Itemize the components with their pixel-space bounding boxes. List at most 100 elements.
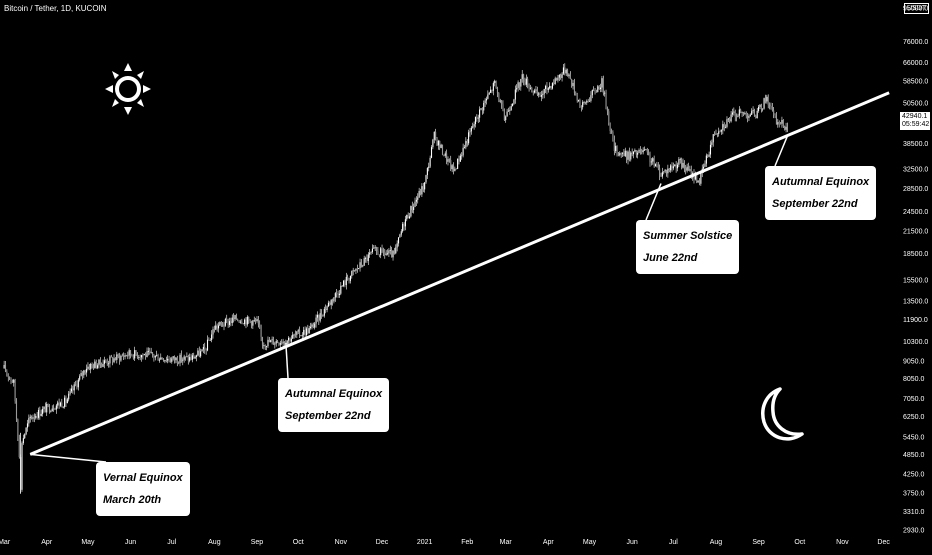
candle bbox=[228, 317, 231, 328]
candle bbox=[532, 90, 534, 96]
candle bbox=[433, 131, 435, 144]
candle bbox=[477, 114, 479, 124]
candle bbox=[549, 82, 551, 90]
candle bbox=[77, 378, 79, 391]
candle bbox=[668, 167, 670, 173]
candle bbox=[741, 111, 743, 118]
candle bbox=[568, 73, 570, 79]
candle bbox=[325, 304, 327, 314]
candle bbox=[634, 148, 636, 153]
candle bbox=[766, 94, 768, 104]
candle bbox=[366, 254, 368, 263]
candle bbox=[397, 237, 400, 247]
candle bbox=[35, 413, 37, 420]
candle bbox=[241, 318, 243, 325]
candle bbox=[270, 339, 272, 343]
currency-badge[interactable]: USDT bbox=[904, 3, 930, 14]
candle bbox=[382, 247, 384, 257]
trendline bbox=[29, 91, 890, 456]
candle bbox=[428, 162, 430, 172]
y-tick-label: 95000.0 bbox=[903, 6, 928, 13]
candle bbox=[374, 244, 376, 251]
candle bbox=[557, 74, 559, 83]
candle bbox=[501, 99, 503, 109]
candle bbox=[565, 68, 567, 76]
annotation-title: Summer Solstice bbox=[643, 230, 733, 242]
candle bbox=[638, 148, 640, 154]
candle bbox=[540, 90, 542, 102]
candlestick-series bbox=[3, 63, 788, 494]
candle bbox=[318, 314, 320, 326]
candle bbox=[731, 108, 734, 118]
candle bbox=[345, 272, 347, 290]
candle bbox=[156, 350, 158, 357]
candle bbox=[595, 89, 597, 93]
candle bbox=[469, 128, 471, 137]
candle bbox=[474, 116, 477, 128]
candle bbox=[252, 319, 254, 330]
y-tick-label: 9050.0 bbox=[903, 358, 925, 365]
candle bbox=[54, 407, 56, 411]
candle bbox=[448, 158, 450, 163]
candle bbox=[180, 350, 182, 363]
candle bbox=[57, 400, 59, 409]
sun-icon bbox=[105, 63, 151, 115]
candle bbox=[520, 78, 522, 91]
candle bbox=[9, 376, 11, 381]
candle bbox=[502, 100, 504, 112]
candle bbox=[162, 358, 165, 362]
candle bbox=[643, 146, 646, 151]
candle bbox=[123, 352, 125, 360]
candle bbox=[509, 106, 511, 115]
candle bbox=[62, 406, 64, 409]
y-tick-label: 50500.0 bbox=[903, 100, 928, 107]
candle bbox=[292, 331, 294, 339]
candle bbox=[671, 162, 673, 172]
candle bbox=[539, 92, 541, 97]
candle bbox=[760, 103, 762, 113]
candle bbox=[202, 343, 204, 354]
candle bbox=[514, 85, 516, 104]
candle bbox=[769, 102, 771, 110]
candle bbox=[362, 264, 364, 268]
candle bbox=[200, 348, 202, 358]
x-tick-label: Mar bbox=[0, 539, 11, 546]
candle bbox=[740, 108, 742, 114]
candle bbox=[277, 339, 279, 344]
candle bbox=[363, 255, 365, 266]
candle bbox=[763, 97, 765, 110]
candle bbox=[157, 353, 159, 361]
candle bbox=[705, 153, 707, 167]
candle bbox=[583, 100, 585, 105]
candle bbox=[723, 122, 725, 132]
candle bbox=[542, 90, 544, 99]
annotation-callout: Autumnal Equinox September 22nd bbox=[765, 166, 877, 220]
candle bbox=[425, 174, 427, 184]
candle bbox=[143, 353, 145, 356]
candle bbox=[396, 240, 398, 252]
candle bbox=[608, 108, 610, 126]
candle bbox=[47, 403, 49, 408]
candle bbox=[621, 152, 624, 157]
candle bbox=[744, 111, 746, 115]
candle bbox=[780, 122, 782, 125]
candle bbox=[653, 155, 655, 168]
candle bbox=[267, 336, 269, 349]
candle bbox=[389, 245, 391, 255]
candle bbox=[488, 91, 490, 95]
candle bbox=[83, 369, 85, 379]
candle bbox=[560, 73, 562, 80]
candle bbox=[4, 360, 7, 373]
y-tick-label: 6250.0 bbox=[903, 414, 925, 421]
candle bbox=[310, 322, 312, 330]
candle bbox=[65, 395, 67, 407]
candle bbox=[546, 82, 548, 95]
candle bbox=[213, 325, 215, 333]
candle bbox=[88, 363, 90, 371]
candle bbox=[351, 270, 353, 279]
candle bbox=[189, 353, 191, 363]
x-axis: Mar Apr May Jun Jul Aug Sep Oct Nov Dec 2021 Feb Mar… bbox=[0, 539, 890, 546]
candle bbox=[531, 86, 533, 93]
